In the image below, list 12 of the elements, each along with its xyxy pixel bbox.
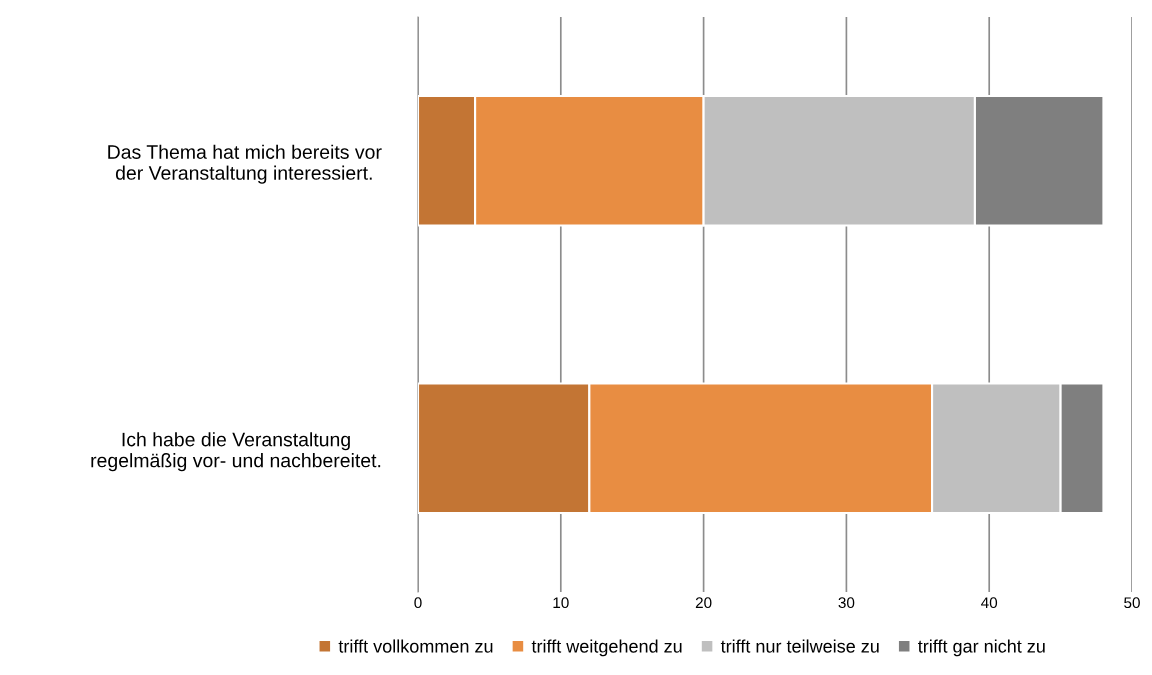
x-tick-label: 50 bbox=[1124, 597, 1140, 609]
x-tick-label: 0 bbox=[414, 597, 422, 609]
x-tick-label: 20 bbox=[695, 597, 712, 609]
legend-label: trifft weitgehend zu bbox=[531, 639, 682, 657]
y-tick-label: Ich habe die Veranstaltung regelmäßig vor- und nachbereitet. bbox=[91, 432, 381, 472]
x-tick-label: 40 bbox=[981, 597, 998, 609]
y-tick-label: Das Thema hat mich bereits vor der Veranstaltung interessiert. bbox=[108, 144, 382, 184]
legend-label: trifft gar nicht zu bbox=[918, 639, 1045, 657]
x-tick-label: 30 bbox=[838, 597, 855, 609]
legend-label: trifft nur teilweise zu bbox=[720, 639, 879, 653]
legend-label: trifft vollkommen zu bbox=[338, 639, 493, 653]
x-tick-label: 10 bbox=[553, 597, 569, 609]
